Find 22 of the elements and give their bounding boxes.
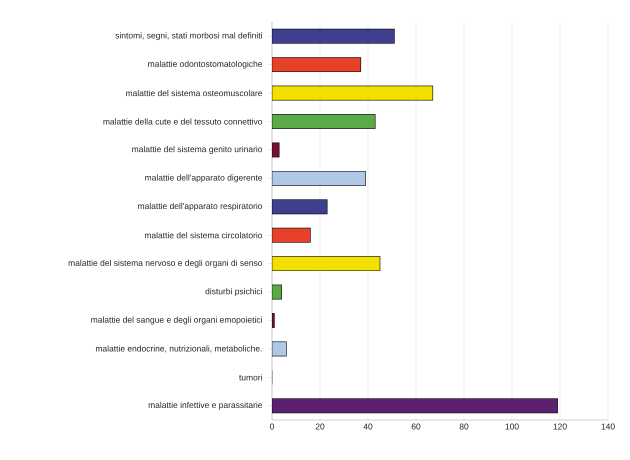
- x-tick-label: 100: [506, 424, 519, 430]
- x-tick-label: 60: [412, 424, 420, 430]
- x-tick-label: 140: [602, 424, 615, 430]
- x-tick-label: 40: [363, 424, 372, 430]
- y-tick-label: malattie endocrine, nutrizionali, metaboliche.: [96, 345, 262, 353]
- x-tick-label: 80: [460, 424, 468, 430]
- x-tick-label: 0: [270, 424, 274, 430]
- y-tick-label: malattie della cute e del tessuto connettivo: [103, 118, 262, 125]
- y-tick-label: malattie del sistema nervoso e degli organi di senso: [68, 260, 262, 268]
- y-tick-label: disturbi psichici: [205, 288, 262, 296]
- y-tick-label: malattie odontostomatologiche: [148, 60, 262, 69]
- y-tick-label: malattie dell'apparato digerente: [145, 174, 262, 182]
- y-tick-label: malattie del sistema osteomuscolare: [126, 90, 262, 96]
- y-tick-label: malattie infettive e parassitarie: [148, 402, 262, 410]
- y-tick-label: tumori: [239, 374, 262, 380]
- x-tick-label: 20: [316, 424, 324, 430]
- y-tick-label: malattie del sistema circolatorio: [144, 232, 262, 238]
- y-tick-label: malattie del sistema genito urinario: [132, 146, 262, 154]
- y-tick-label: malattie del sangue e degli organi emopoietici: [91, 316, 262, 324]
- y-tick-label: sintomi, segni, stati morbosi mal definiti: [115, 32, 262, 40]
- x-tick-label: 120: [554, 424, 567, 430]
- y-tick-label: malattie dell'apparato respiratorio: [138, 202, 262, 211]
